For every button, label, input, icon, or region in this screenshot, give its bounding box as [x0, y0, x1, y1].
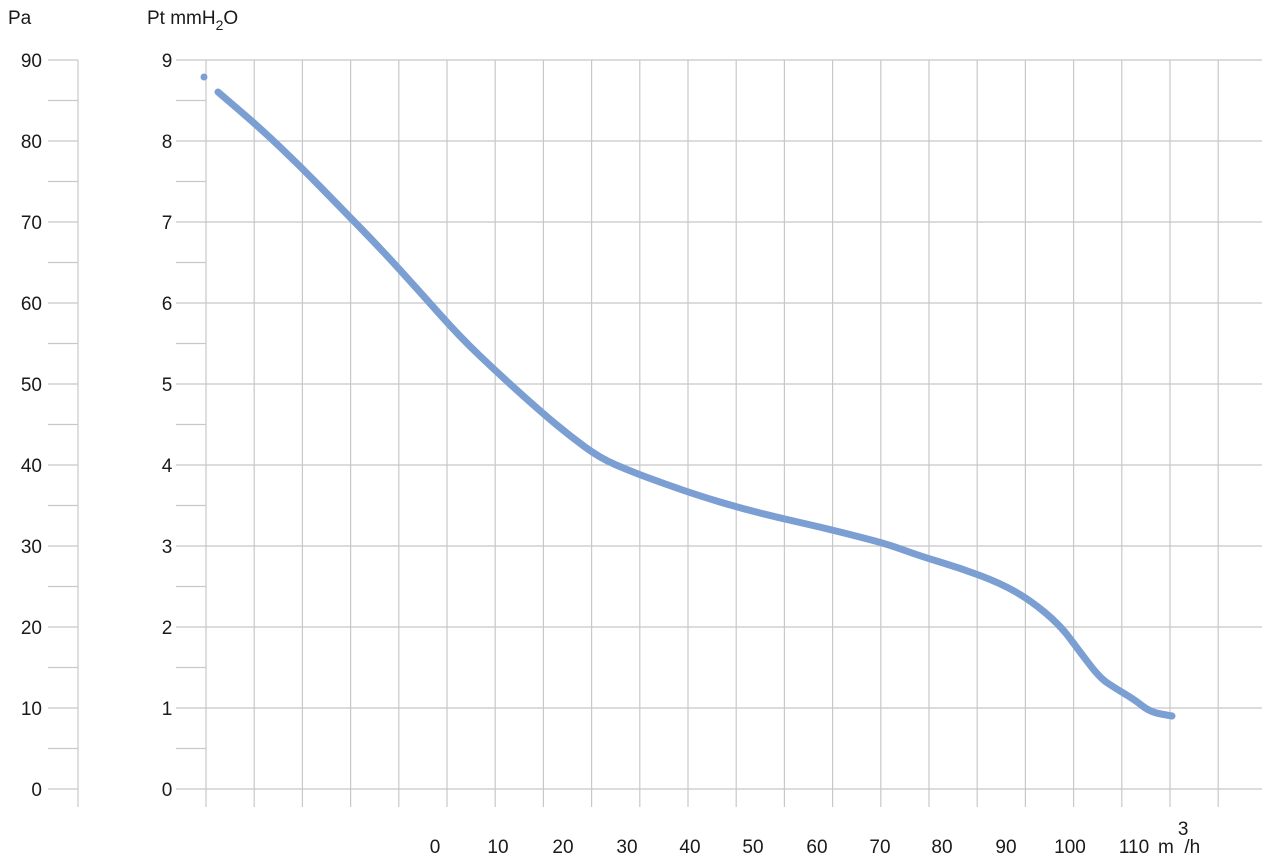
pa-tick-label: 70 — [21, 213, 42, 234]
series-layer — [200, 73, 1176, 720]
pa-tick-label: 30 — [21, 537, 42, 558]
mmh2o-label-base: Pt mmH — [147, 8, 216, 29]
pa-tick-label: 10 — [21, 699, 42, 720]
mmh2o-tick-label: 7 — [162, 213, 173, 234]
pa-tick-label: 40 — [21, 456, 42, 477]
flow-axis: m3/h 0 10 20 30 40 50 60 70 80 90 100 110 — [430, 819, 1201, 858]
pa-axis-label: Pa — [8, 8, 32, 29]
pa-tick-label: 80 — [21, 132, 42, 153]
x-tick-label: 10 — [487, 837, 508, 858]
pa-tick-label: 0 — [31, 780, 42, 801]
mmh2o-tick-label: 2 — [162, 618, 173, 639]
mmh2o-axis-label: Pt mmH2O — [147, 8, 238, 33]
x-tick-label: 80 — [931, 837, 952, 858]
mmh2o-tick-label: 6 — [162, 294, 173, 315]
pa-tick-label: 90 — [21, 51, 42, 72]
mmh2o-tick-label: 5 — [162, 375, 173, 396]
flow-label-base: m — [1158, 837, 1174, 858]
x-tick-label: 100 — [1054, 837, 1086, 858]
x-tick-label: 60 — [806, 837, 827, 858]
x-tick-label: 40 — [679, 837, 700, 858]
flow-label-sup: 3 — [1178, 819, 1189, 840]
x-tick-label: 70 — [869, 837, 890, 858]
start-marker-point — [200, 73, 208, 81]
x-tick-label: 110 — [1119, 837, 1149, 858]
pa-tick-label: 50 — [21, 375, 42, 396]
flow-axis-label: m3/h — [1158, 819, 1200, 858]
mmh2o-tick-label: 4 — [162, 456, 173, 477]
pa-tick-label: 60 — [21, 294, 42, 315]
fan-curve-line — [214, 88, 1176, 720]
x-tick-label: 90 — [995, 837, 1016, 858]
grid-lines — [48, 59, 1262, 807]
pa-axis: Pa 90 80 70 60 50 40 30 20 10 0 — [8, 8, 42, 801]
flow-label-tail: /h — [1184, 837, 1200, 858]
pa-tick-label: 20 — [21, 618, 42, 639]
x-tick-label: 0 — [430, 837, 441, 858]
x-tick-label: 50 — [742, 837, 763, 858]
mmh2o-tick-label: 1 — [162, 699, 173, 720]
mmh2o-tick-label: 0 — [162, 780, 173, 801]
mmh2o-tick-label: 9 — [162, 51, 173, 72]
mmh2o-tick-label: 8 — [162, 132, 173, 153]
mmh2o-label-tail: O — [223, 8, 238, 29]
x-tick-label: 30 — [616, 837, 637, 858]
x-tick-label: 20 — [552, 837, 573, 858]
mmh2o-tick-label: 3 — [162, 537, 173, 558]
mmh2o-label-sub: 2 — [216, 17, 224, 33]
